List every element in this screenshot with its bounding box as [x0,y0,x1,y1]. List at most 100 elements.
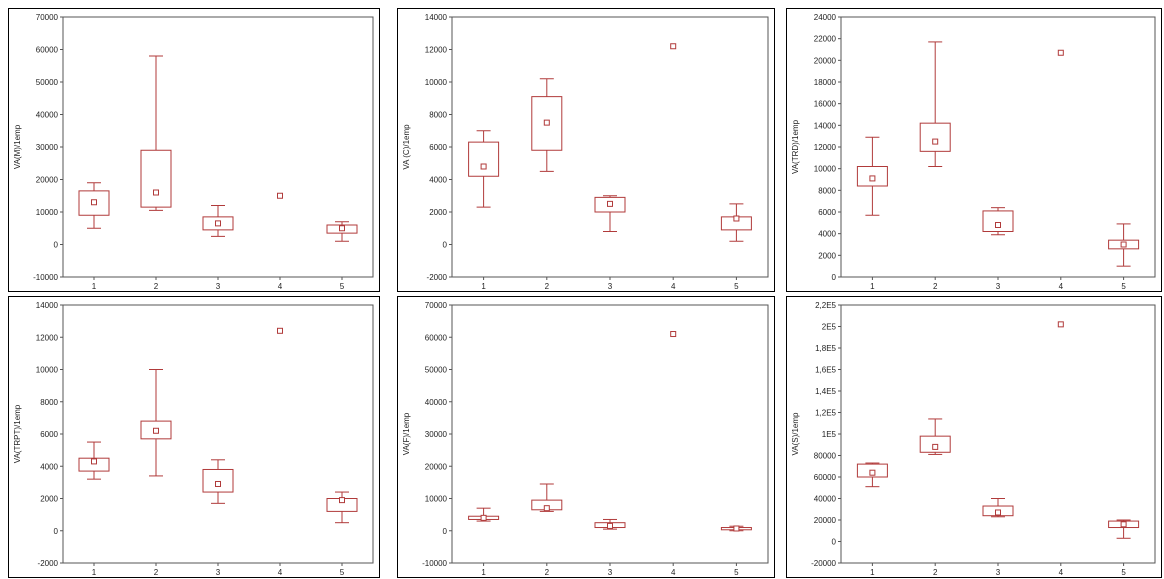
box-group-1 [468,507,500,522]
y-tick-label: -10000 [33,273,58,282]
y-axis-label: VA(M)/1emp [13,124,22,169]
y-tick-label: 2E5 [822,323,837,332]
box-iqr [531,96,563,151]
y-axis-label: VA(F)/1emp [402,412,411,455]
y-tick-label: 20000 [814,56,837,65]
y-tick-label: 40000 [425,398,448,407]
y-tick-label: 10000 [36,208,59,217]
x-tick-label: 1 [92,568,97,577]
y-tick-label: 18000 [814,78,837,87]
box-group-5 [1108,519,1140,539]
box-iqr [326,224,358,234]
box-group-4 [670,331,677,338]
median-marker [607,200,613,207]
box-group-2 [919,418,951,455]
median-marker [215,480,221,487]
y-tick-label: 14000 [814,121,837,130]
median-marker [153,427,159,434]
x-tick-label: 2 [933,568,938,577]
median-marker [543,505,550,512]
median-marker [1057,321,1064,328]
box-group-4 [670,43,677,50]
x-tick-label: 5 [340,282,345,291]
y-tick-label: -20000 [811,559,836,568]
boxplot-panel-5: -10000 0 10000 20000 30000 40000 50000 60000 700… [397,296,775,578]
y-axis-label: VA(TRD)/1emp [791,119,800,174]
box-group-1 [856,462,888,488]
y-tick-label: 10000 [425,495,448,504]
y-tick-label: 12000 [814,143,837,152]
median-marker [733,525,740,532]
y-tick-label: 2000 [818,251,836,260]
x-tick-label: 3 [996,282,1001,291]
x-tick-label: 1 [870,282,875,291]
boxplot-panel-6: -20000 0 20000 40000 60000 80000 1E5 1,2E5 1,4E5… [786,296,1162,578]
y-tick-label: 80000 [814,452,837,461]
x-tick-label: 5 [734,282,739,291]
box-iqr [919,435,951,453]
boxplot-svg: -10000 0 10000 20000 30000 40000 50000 60000 700… [402,301,769,577]
y-tick-label: 8000 [429,111,447,120]
y-tick-label: 1E5 [822,430,837,439]
median-marker [480,163,487,170]
median-marker [91,458,97,465]
x-tick-label: 4 [1059,282,1064,291]
y-tick-label: 0 [832,273,837,282]
y-tick-label: 16000 [814,100,837,109]
y-tick-label: 2000 [40,495,58,504]
x-tick-label: 5 [340,568,345,577]
y-tick-label: 4000 [818,230,836,239]
x-tick-label: 1 [481,568,486,577]
median-marker [1057,49,1064,56]
y-tick-label: 70000 [36,13,59,22]
x-tick-label: 2 [154,568,159,577]
box-group-2 [140,55,172,211]
median-marker [277,327,283,334]
box-group-4 [277,192,283,199]
y-tick-label: 0 [443,241,448,250]
y-axis-label: VA (C)/1emp [402,124,411,170]
box-group-2 [531,78,563,172]
y-tick-label: 60000 [814,473,837,482]
y-tick-label: -2000 [38,559,59,568]
box-iqr [856,166,888,187]
y-tick-label: 0 [54,241,59,250]
median-marker [995,509,1001,516]
y-tick-label: 14000 [36,301,59,310]
box-group-4 [277,327,283,334]
x-tick-label: 2 [933,282,938,291]
y-tick-label: 1,8E5 [815,344,836,353]
box-iqr [468,141,500,177]
box-group-1 [856,136,888,216]
median-marker [607,522,613,529]
box-iqr [594,196,626,213]
y-tick-label: 0 [54,527,59,536]
y-tick-label: 1,6E5 [815,366,836,375]
box-iqr [982,210,1014,233]
box-iqr [78,457,110,472]
y-tick-label: 20000 [814,516,837,525]
y-tick-label: 6000 [818,208,836,217]
median-marker [277,192,283,199]
x-tick-label: 3 [996,568,1001,577]
median-marker [1120,241,1127,248]
median-marker [339,225,345,232]
x-tick-label: 3 [216,282,221,291]
boxplot-svg: -20000 0 20000 40000 60000 80000 1E5 1,2E5 1,4E5… [791,301,1156,577]
x-tick-label: 3 [608,568,613,577]
boxplot-svg: -10000 0 10000 20000 30000 40000 50000 60000 700… [13,13,374,291]
box-group-5 [326,221,358,242]
median-marker [215,220,221,227]
y-tick-label: 10000 [814,165,837,174]
y-tick-label: 50000 [36,78,59,87]
box-group-4 [1057,321,1064,328]
y-tick-label: 1,4E5 [815,387,836,396]
boxplot-panel-1: -10000 0 10000 20000 30000 40000 50000 60000 700… [8,8,380,292]
box-iqr [202,468,234,493]
y-tick-label: 40000 [36,111,59,120]
x-tick-label: 4 [278,568,283,577]
median-marker [932,443,939,450]
plot-frame [840,304,1156,564]
box-group-1 [468,130,500,208]
y-tick-label: 6000 [40,430,58,439]
